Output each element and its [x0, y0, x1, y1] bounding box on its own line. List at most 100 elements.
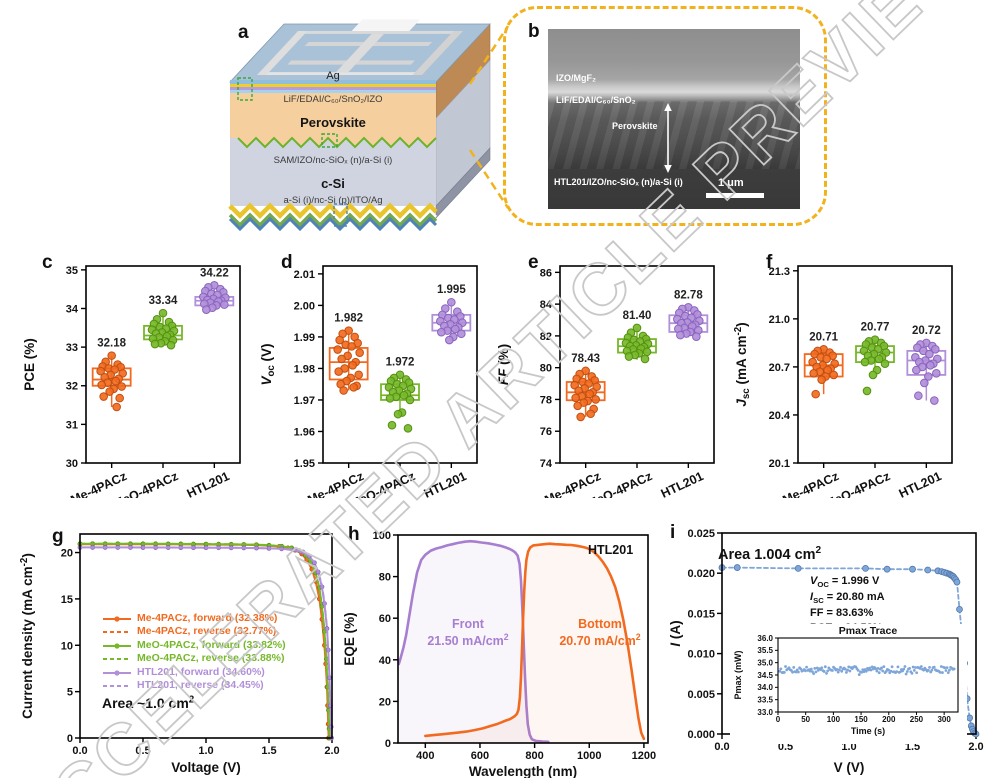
- mean-label: 1.995: [437, 284, 466, 296]
- data-point: [676, 330, 685, 340]
- data-point: [576, 412, 585, 422]
- x-tick-label: 200: [882, 715, 896, 724]
- pmax-point: [902, 667, 906, 671]
- pmax-point: [939, 665, 943, 668]
- y-tick-label: 78: [540, 394, 552, 406]
- data-point: [860, 357, 870, 367]
- data-point: [926, 361, 935, 370]
- data-point: [920, 378, 929, 388]
- pmax-point: [941, 671, 944, 674]
- legend-line-sample: [103, 631, 131, 634]
- layer-izo: [230, 80, 436, 84]
- data-point: [337, 354, 346, 364]
- plot-frame: [322, 265, 478, 464]
- legend-entry: MeO-4PACz, forward (33.82%): [102, 639, 286, 653]
- y-tick-label: 32: [66, 381, 78, 393]
- data-point: [115, 393, 124, 403]
- y-tick-label: 100: [373, 530, 391, 542]
- pmax-point: [910, 671, 914, 675]
- y-tick-label: 0.025: [687, 528, 715, 540]
- data-point: [692, 332, 701, 341]
- pmax-point: [889, 669, 893, 673]
- data-point: [107, 351, 116, 360]
- highlight-box-blue-bottom: [333, 203, 348, 227]
- x-tick-label: 0.5: [778, 741, 793, 753]
- sem-label-lif-stack: LiF/EDAI/C₆₀/SnO₂: [556, 95, 636, 105]
- y-tick-label: 35: [66, 265, 78, 277]
- y-tick-label: 10: [61, 640, 73, 652]
- front-label: Front 21.50 mA/cm2: [427, 617, 509, 649]
- y-tick-label: 0.015: [687, 608, 715, 620]
- pmax-point: [864, 669, 868, 673]
- x-tick-label: 1000: [577, 750, 601, 762]
- y-tick-label: 1.96: [294, 426, 315, 438]
- pmax-point: [862, 670, 866, 673]
- pmax-point: [846, 668, 849, 672]
- panel-letter-f: f: [766, 252, 773, 273]
- data-point: [829, 370, 838, 380]
- label-csi: c-Si: [321, 176, 345, 191]
- pmax-point: [869, 668, 873, 672]
- pmax-point: [944, 669, 948, 672]
- data-point: [111, 376, 120, 386]
- y-axis-title: FF (%): [496, 344, 511, 385]
- pmax-trace-inset: 33.0 33.5 34.0 34.5 35.0 35.5 36.0 0 50 100 150 200…: [730, 624, 967, 744]
- highlight-box-green-mid: [321, 133, 338, 148]
- pmax-point: [795, 668, 799, 672]
- data-point: [811, 389, 820, 399]
- ag-grid-busbar: [335, 33, 385, 73]
- series-line: [397, 539, 550, 744]
- y-tick-label: 20.7: [769, 362, 790, 374]
- y-tick-label: 0.020: [687, 568, 715, 580]
- y-tick-label: 74: [540, 458, 553, 470]
- pmax-point: [945, 666, 949, 670]
- series-line: [79, 542, 331, 739]
- pmax-point: [911, 665, 915, 669]
- panel-letter-a: a: [238, 22, 249, 43]
- x-axis-title: Wavelength (nm): [469, 764, 577, 778]
- legend-label: HTL201, reverse (34.45%): [137, 679, 264, 692]
- sem-label-perovskite: Perovskite: [612, 121, 658, 131]
- pmax-point: [926, 668, 930, 672]
- texture-asi: [228, 216, 438, 232]
- layer-perovskite: [230, 93, 436, 147]
- connector-line-top: [468, 25, 510, 85]
- pmax-point: [805, 665, 808, 669]
- pmax-point: [779, 667, 783, 671]
- panel-letter-c: c: [42, 252, 53, 273]
- data-point: [96, 366, 105, 376]
- plot-frame: [397, 534, 649, 744]
- data-point: [105, 387, 114, 396]
- pmax-point: [845, 671, 848, 674]
- pmax-point: [782, 670, 786, 674]
- layer-c60: [230, 87, 436, 90]
- mean-label: 20.77: [861, 322, 890, 334]
- data-point: [591, 395, 600, 404]
- data-point: [335, 335, 344, 345]
- x-tick-label: 1.5: [905, 741, 920, 753]
- y-tick-label: 35.5: [757, 646, 773, 655]
- series-line: [79, 546, 333, 739]
- pmax-point: [791, 670, 794, 674]
- data-point: [393, 409, 403, 419]
- panel-h-eqe: h 0 20 40 60 80 100 400 600 800 1000 1200 EQE (%) Wa…: [340, 520, 668, 778]
- mean-label: 1.972: [386, 357, 415, 369]
- pmax-point: [905, 670, 909, 673]
- layer-csi: [230, 138, 436, 206]
- y-tick-label: 33.0: [757, 708, 773, 717]
- data-point: [571, 393, 580, 403]
- data-point: [817, 375, 826, 385]
- y-axis-title: Current density (mA cm-2): [19, 553, 35, 719]
- legend-line-sample: [103, 685, 131, 688]
- data-point: [348, 360, 357, 370]
- x-tick-label: 2.0: [968, 741, 983, 753]
- y-tick-label: 60: [379, 613, 391, 625]
- pmax-point: [836, 670, 840, 674]
- highlight-box-green-left: [237, 77, 253, 101]
- y-tick-label: 76: [540, 426, 552, 438]
- pmax-point: [860, 670, 864, 674]
- x-tick-label: 150: [854, 715, 868, 724]
- data-point: [99, 392, 108, 401]
- x-axis-title: Voltage (V): [171, 760, 241, 775]
